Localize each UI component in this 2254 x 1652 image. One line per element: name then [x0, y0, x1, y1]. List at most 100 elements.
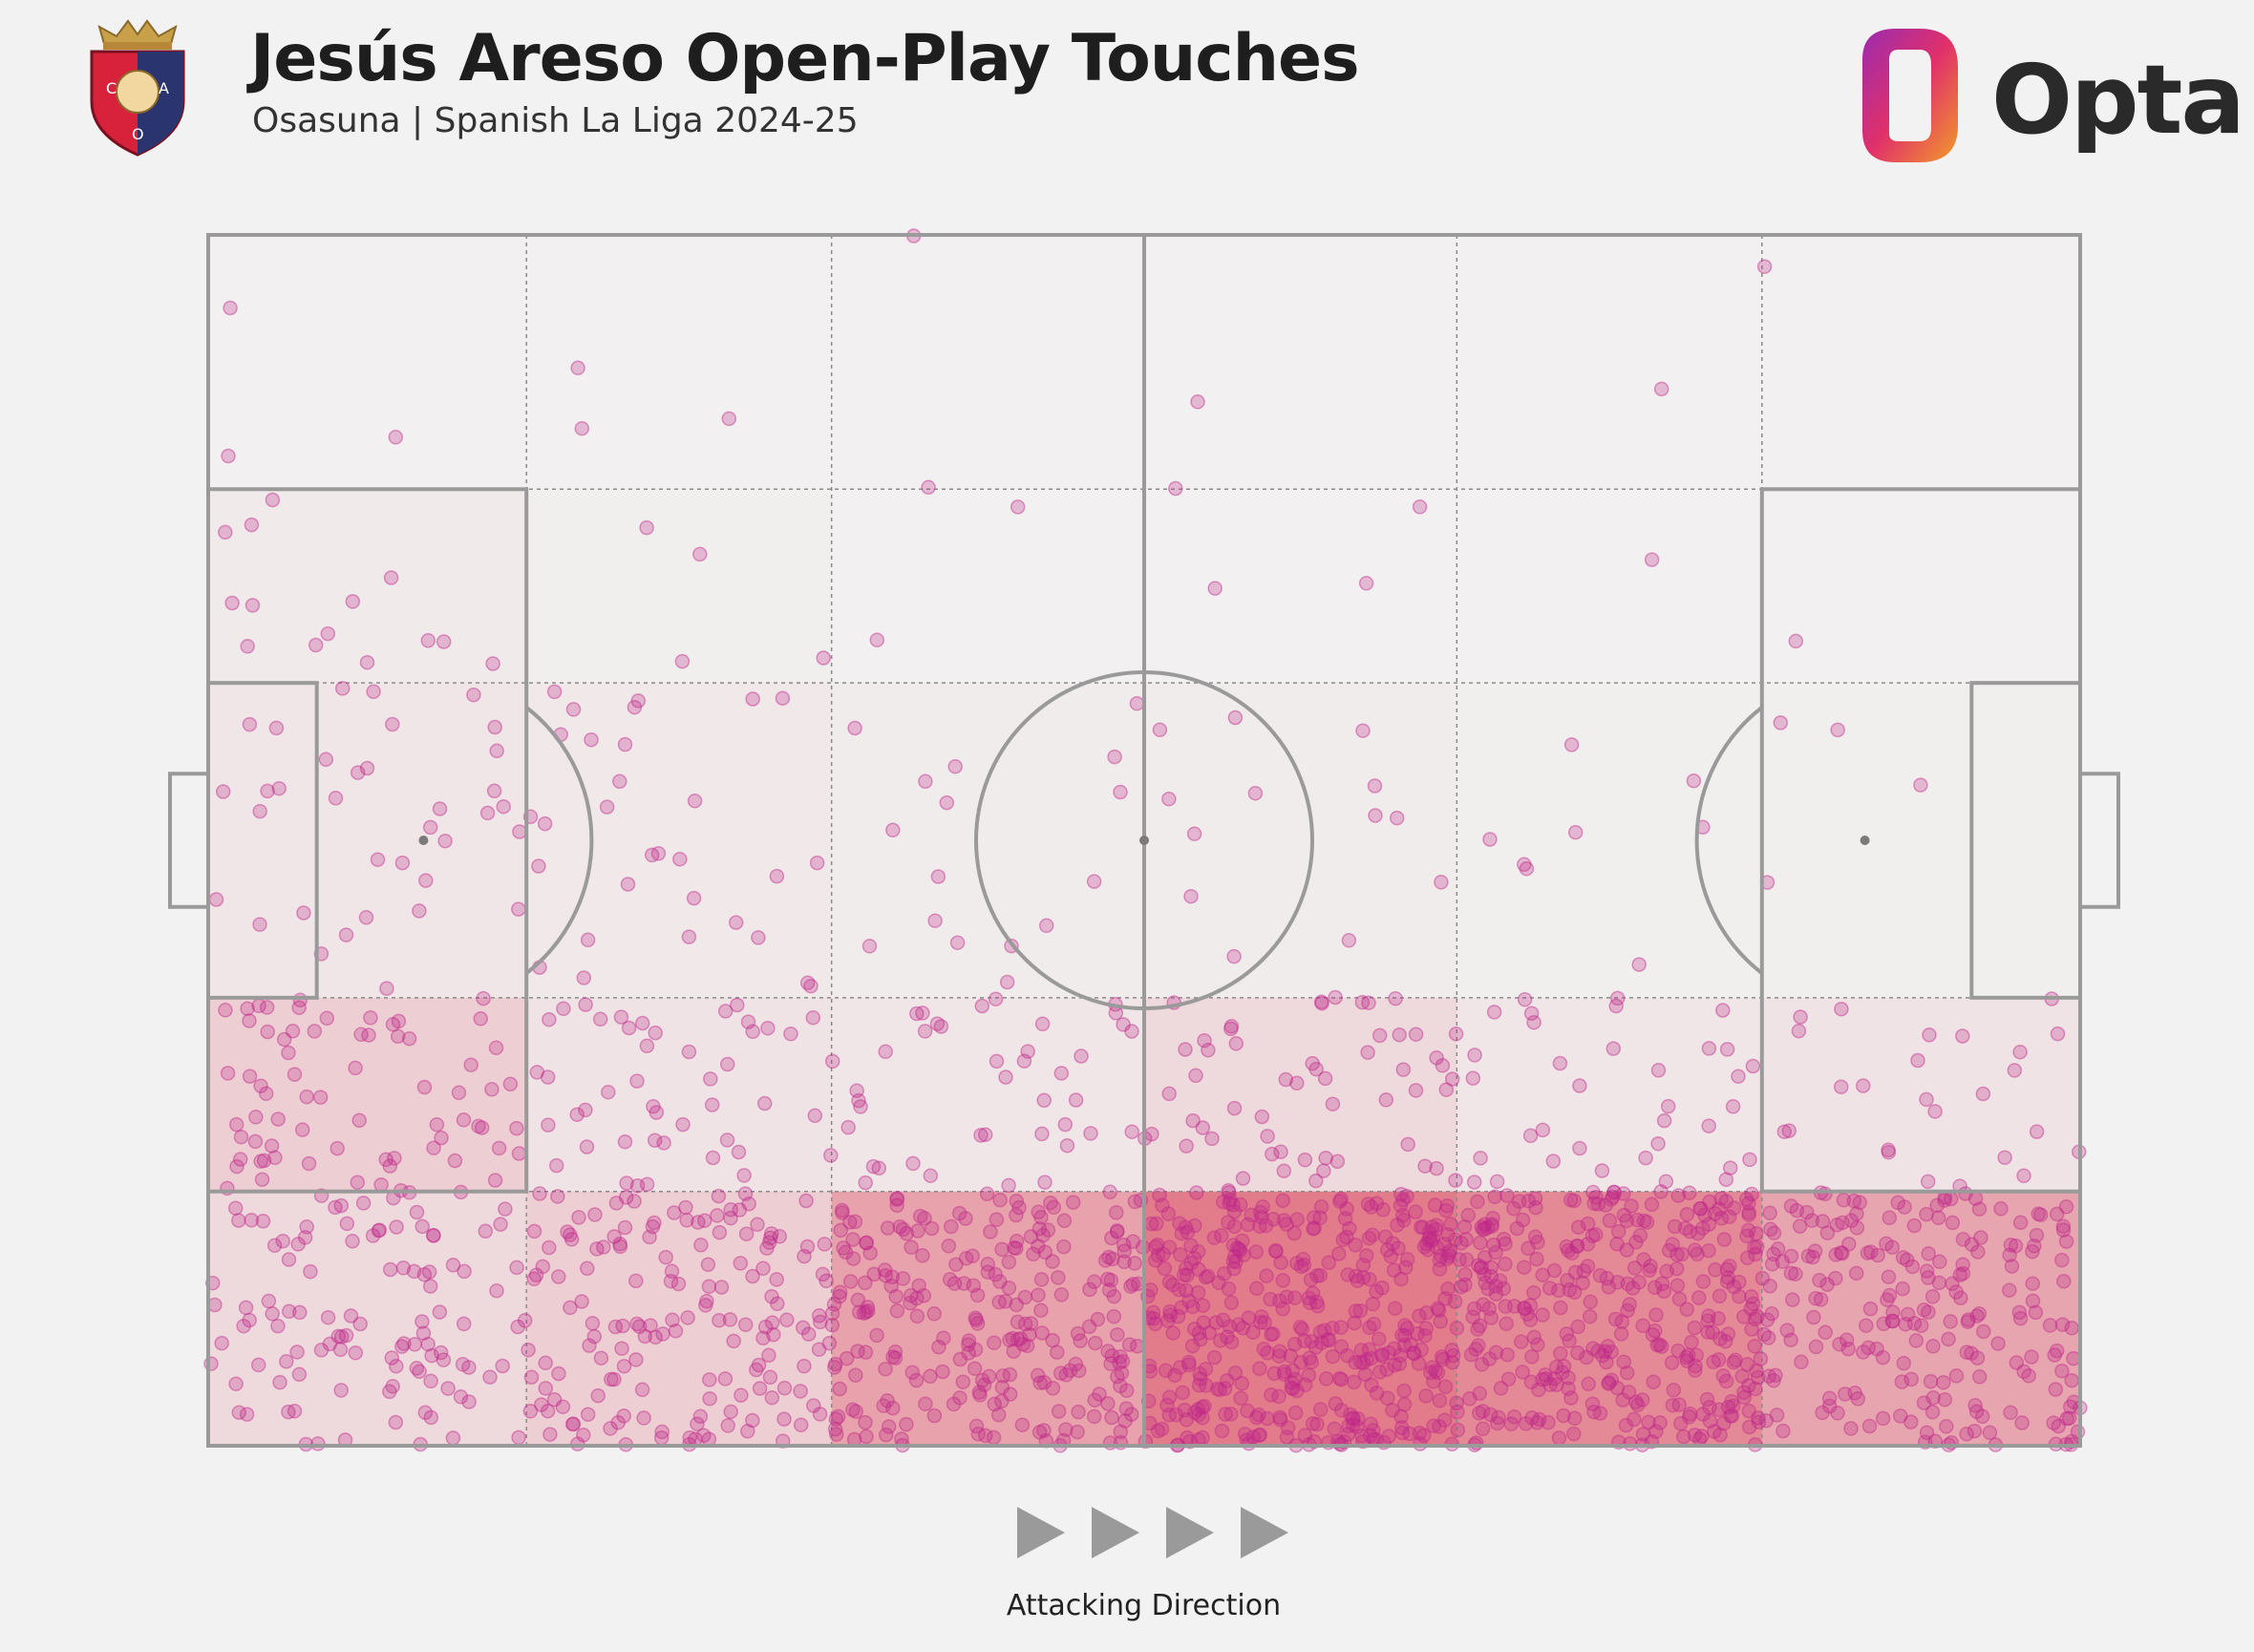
touch-point — [1487, 1189, 1502, 1205]
touch-point — [690, 1416, 705, 1431]
touch-point — [1595, 1347, 1610, 1364]
touch-point — [1579, 1349, 1594, 1366]
touch-point — [1749, 1363, 1764, 1379]
touch-point — [2064, 1372, 2079, 1388]
touch-point — [1473, 1151, 1488, 1166]
touch-point — [713, 1280, 730, 1295]
touch-point — [359, 760, 375, 776]
touch-point — [1726, 1279, 1742, 1295]
touch-point — [1554, 1365, 1570, 1380]
touch-point — [1435, 1351, 1451, 1367]
centre-circle — [974, 670, 1314, 1010]
touch-point — [1058, 1422, 1074, 1437]
touch-point — [1275, 1193, 1290, 1208]
touch-point — [1314, 995, 1329, 1011]
touch-point — [1483, 1260, 1499, 1275]
touch-point — [1387, 1301, 1403, 1316]
touch-point — [418, 873, 434, 888]
touch-point — [1109, 1224, 1125, 1239]
touch-point — [1800, 1248, 1817, 1264]
arrow-icon — [1166, 1507, 1214, 1558]
touch-point — [1272, 1412, 1288, 1428]
touch-point — [1952, 1267, 1968, 1282]
touch-point — [542, 1239, 557, 1256]
zone-cell — [1144, 489, 1457, 683]
touch-point — [1379, 1242, 1395, 1258]
touch-point — [1157, 1260, 1173, 1277]
touch-point — [1100, 1344, 1116, 1359]
touch-point — [1316, 1163, 1331, 1178]
touch-point — [372, 1222, 388, 1238]
touch-point — [509, 1120, 524, 1136]
touch-point — [1083, 1126, 1098, 1141]
touch-point — [1818, 1324, 1833, 1341]
touch-point — [1572, 1140, 1587, 1156]
touch-point — [330, 1140, 345, 1156]
touch-point — [384, 1350, 400, 1366]
touch-point — [1601, 1376, 1616, 1391]
touch-point — [998, 1070, 1013, 1085]
touch-point — [1460, 1207, 1477, 1223]
touch-point — [885, 1349, 901, 1365]
touch-point — [1648, 1424, 1664, 1439]
touch-point — [290, 1237, 306, 1252]
touch-point — [1333, 1339, 1350, 1355]
touch-point — [563, 1227, 578, 1242]
touch-point — [606, 1371, 622, 1387]
touch-point — [580, 1407, 596, 1422]
touch-point — [965, 1248, 980, 1264]
touch-point — [496, 798, 511, 815]
touch-point — [1898, 1316, 1913, 1332]
touch-point — [1718, 1373, 1734, 1389]
touch-point — [1919, 1091, 1934, 1108]
touch-point — [980, 1264, 996, 1280]
touch-point — [253, 1154, 268, 1169]
touch-point — [806, 1398, 821, 1413]
touch-point — [1372, 1365, 1388, 1380]
touch-point — [1516, 1300, 1532, 1316]
touch-point — [1631, 1275, 1647, 1290]
touch-point — [1500, 1371, 1517, 1387]
touch-point — [281, 1045, 296, 1061]
touch-point — [423, 1373, 438, 1389]
touch-point — [1318, 1150, 1333, 1166]
touch-point — [617, 736, 633, 752]
touch-point — [1441, 1248, 1457, 1264]
touch-point — [613, 1009, 629, 1025]
touch-point — [1849, 1220, 1865, 1236]
touch-point — [604, 1371, 619, 1387]
touch-point — [1427, 1197, 1443, 1213]
touch-point — [851, 1304, 867, 1320]
touch-point — [745, 1268, 760, 1284]
touch-point — [1249, 1281, 1265, 1297]
touch-point — [642, 1229, 657, 1245]
touch-point — [796, 1320, 811, 1336]
touch-point — [471, 1118, 486, 1134]
touch-point — [1190, 1284, 1206, 1301]
touch-point — [1178, 1042, 1193, 1057]
touch-point — [809, 855, 825, 871]
touch-point — [885, 822, 901, 838]
touch-point — [1769, 1408, 1785, 1423]
touch-point — [482, 1369, 498, 1385]
touch-point — [764, 1315, 780, 1330]
touch-point — [214, 1335, 229, 1351]
touch-point — [1185, 1112, 1201, 1129]
touch-point — [1272, 1344, 1287, 1359]
touch-point — [1038, 918, 1054, 934]
touch-point — [289, 1345, 305, 1360]
touch-point — [1474, 1357, 1490, 1372]
touch-point — [1728, 1352, 1743, 1368]
touch-point — [1030, 1367, 1046, 1384]
touch-point — [371, 1222, 387, 1239]
touch-point — [1581, 1376, 1596, 1392]
touch-point — [1509, 1220, 1525, 1237]
touch-point — [941, 1239, 957, 1254]
touch-point — [1968, 1404, 1985, 1420]
touch-point — [1763, 1221, 1778, 1238]
touch-point — [1125, 1277, 1141, 1292]
touch-point — [1712, 1427, 1728, 1443]
touch-point — [1724, 1393, 1739, 1409]
touch-point — [800, 1326, 817, 1342]
touch-point — [1636, 1252, 1651, 1267]
